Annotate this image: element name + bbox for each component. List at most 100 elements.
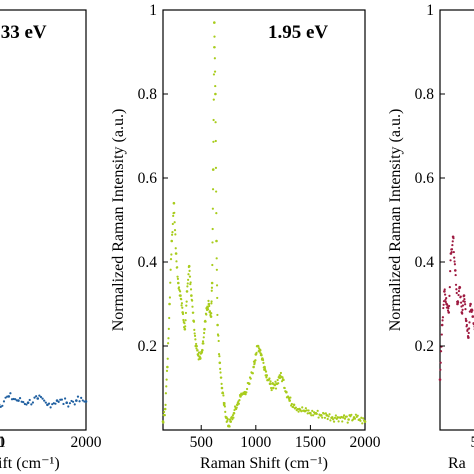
right-data-point: [458, 286, 462, 289]
middle-data-point: [163, 414, 166, 417]
right-data-point: [464, 307, 467, 311]
middle-data-point: [325, 414, 329, 417]
middle-data-point: [176, 277, 180, 281]
middle-data-point: [303, 409, 307, 413]
middle-data-point: [173, 229, 177, 232]
middle-data-point: [176, 266, 179, 269]
right-data-point: [449, 259, 452, 262]
left-data-point: [30, 403, 33, 406]
middle-data-point: [195, 342, 198, 346]
middle-data-point: [182, 318, 185, 322]
left-data-point: [62, 402, 65, 406]
middle-data-point: [189, 281, 192, 284]
middle-data-point: [228, 418, 232, 421]
left-x-ticks: 1500 2000: [0, 425, 102, 451]
middle-data-point: [276, 378, 279, 382]
left-data-point: [14, 398, 17, 401]
middle-data-point: [169, 268, 172, 271]
middle-data-point: [209, 315, 213, 318]
middle-data-point: [185, 290, 189, 293]
middle-data-point: [343, 417, 347, 420]
middle-data-point: [320, 414, 323, 417]
middle-data-point: [163, 407, 167, 411]
middle-y-axis-label: Normalized Raman Intensity (a.u.): [110, 109, 127, 332]
middle-data-point: [207, 308, 210, 311]
middle-data-point: [210, 286, 214, 289]
middle-data-point: [201, 340, 205, 343]
middle-data-point: [204, 320, 207, 323]
middle-data-point: [167, 342, 170, 345]
right-data-point: [467, 336, 470, 339]
right-y-tick-label: 0.2: [415, 338, 434, 355]
middle-data-point: [290, 402, 293, 406]
middle-data-point: [220, 382, 223, 385]
right-data-point: [440, 323, 444, 327]
middle-data-point: [260, 354, 263, 357]
middle-data-point: [187, 273, 190, 276]
middle-data-point: [233, 408, 236, 412]
middle-x-tick-label: 2000: [350, 434, 381, 451]
middle-data-point: [201, 348, 204, 352]
middle-data-point: [245, 391, 248, 394]
left-data-point: [7, 395, 11, 398]
middle-data-point: [162, 410, 166, 414]
middle-data-point: [174, 233, 177, 236]
middle-data-point: [326, 417, 329, 421]
right-data-point: [460, 301, 463, 304]
middle-data-point: [189, 282, 192, 286]
middle-data-point: [195, 347, 198, 350]
middle-data-point: [192, 320, 196, 323]
right-data-point: [449, 270, 452, 273]
middle-data-point: [328, 413, 331, 416]
middle-data-point: [187, 264, 191, 268]
middle-y-tick-label: 0.2: [138, 338, 157, 355]
middle-data-point: [183, 327, 187, 331]
middle-data-point: [253, 361, 256, 364]
middle-data-point: [184, 325, 187, 328]
middle-data-point: [214, 121, 217, 124]
middle-data-point: [327, 415, 330, 418]
middle-data-point: [176, 275, 179, 278]
left-data-point: [41, 397, 44, 400]
middle-data-point: [181, 306, 184, 309]
middle-data-point: [321, 416, 324, 419]
left-x-tick-label: 1500: [0, 434, 5, 451]
right-data-point: [454, 283, 458, 286]
middle-data-point: [190, 294, 193, 297]
right-data-point: [443, 288, 446, 291]
middle-data-point: [336, 416, 340, 419]
middle-data-point: [192, 311, 195, 314]
middle-data-point: [306, 412, 309, 415]
left-data-point: [4, 396, 7, 399]
middle-data-point: [171, 233, 174, 236]
middle-data-point: [176, 281, 180, 285]
middle-data-point: [226, 418, 229, 421]
middle-data-point: [356, 414, 359, 417]
left-data-point: [59, 398, 62, 401]
right-data-point: [461, 312, 464, 315]
middle-data-point: [361, 422, 364, 425]
right-y-ticks: 0.2 0.4 0.6 0.8 1: [415, 2, 445, 431]
middle-data-point: [215, 268, 218, 271]
middle-data-point: [346, 421, 349, 424]
left-partial-tick-label: 1: [0, 434, 6, 451]
middle-data-point: [324, 412, 327, 415]
right-data-point: [462, 294, 466, 297]
middle-data-point: [215, 239, 218, 243]
right-data-point: [442, 300, 446, 303]
right-data-point: [464, 317, 467, 320]
middle-data-point: [294, 406, 297, 409]
left-data-point: [43, 399, 46, 402]
middle-data-point: [333, 416, 337, 419]
left-data-point: [36, 397, 40, 400]
left-data-point: [73, 403, 76, 406]
right-plot-frame: [439, 9, 474, 431]
left-x-tick-label: 2000: [71, 434, 102, 451]
middle-data-point: [191, 299, 194, 302]
middle-data-point: [173, 221, 176, 224]
middle-data-point: [228, 425, 231, 428]
left-data-point: [63, 397, 67, 400]
middle-data-point: [337, 420, 340, 423]
right-data-point: [448, 285, 451, 289]
